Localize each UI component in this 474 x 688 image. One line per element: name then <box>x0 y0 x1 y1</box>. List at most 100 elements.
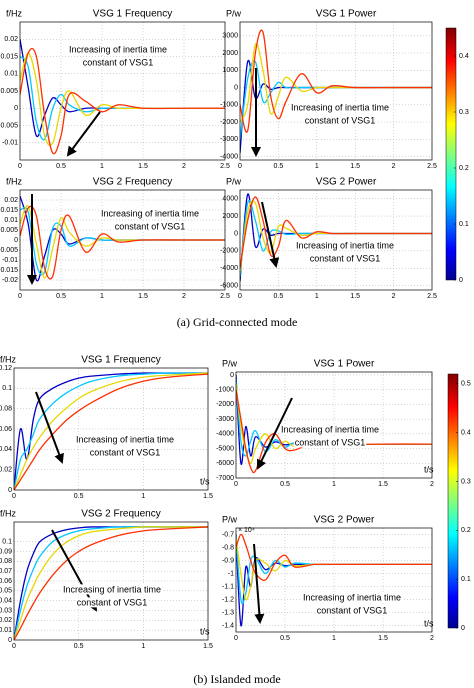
y-tick-label: 2000 <box>222 50 238 57</box>
colorbar <box>445 27 457 281</box>
y-axis-label: f/Hz <box>6 176 23 186</box>
y-tick-label: -3000 <box>220 136 238 143</box>
y-axis-label: P/w <box>226 8 242 18</box>
y-tick-label: -5000 <box>216 445 234 452</box>
y-tick-label: -0.9 <box>222 557 234 564</box>
annotation: constant of VSG1 <box>295 437 366 447</box>
x-tick-label: 2 <box>430 635 434 642</box>
arrow <box>261 201 280 268</box>
annotation: constant of VSG1 <box>310 253 381 263</box>
x-tick-label: 1.5 <box>138 163 148 170</box>
caption: (a) Grid-connected mode <box>177 315 298 329</box>
series-line <box>240 29 432 133</box>
subplot: -0.02 -0.015 -0.01 -0.005 0 0.005 0.01 0.015 0.0… <box>0 176 230 299</box>
y-tick-label: 0.08 <box>0 406 12 413</box>
x-tick-label: 0.5 <box>74 493 84 500</box>
x-tick-label: 0.5 <box>56 293 66 300</box>
colorbar-tick-label: 0.2 <box>461 527 471 534</box>
series-line <box>14 372 208 490</box>
annotation: Increasing of inertia time <box>76 434 174 444</box>
arrow <box>66 111 101 157</box>
annotation-bg <box>294 240 396 251</box>
series-line <box>20 205 225 280</box>
x-tick-label: 1.5 <box>350 163 360 170</box>
colorbar-tick-label: 0.1 <box>459 221 469 228</box>
y-tick-label: 0 <box>234 230 238 237</box>
y-tick-label: 0.12 <box>0 365 12 372</box>
y-tick-label: 0.01 <box>0 627 12 634</box>
x-tick-label: 1 <box>332 635 336 642</box>
x-tick-label: 1 <box>141 643 145 650</box>
annotation: Increasing of inertia time <box>281 424 379 434</box>
plot-area <box>14 368 208 490</box>
annotation-bg <box>67 44 169 55</box>
annotation: Increasing of inertia time <box>101 208 199 218</box>
annotation-bg <box>88 447 162 458</box>
x-tick-label: 0.5 <box>280 481 290 488</box>
y-tick-label: 0.02 <box>4 36 18 43</box>
colorbar-tick-label: 0.4 <box>459 53 469 60</box>
y-tick-label: -0.005 <box>0 247 18 254</box>
y-tick-label: 0.1 <box>2 539 12 546</box>
colorbar-tick-label: 0 <box>459 277 463 284</box>
y-tick-label: 0 <box>234 84 238 91</box>
annotation-bg <box>315 605 389 616</box>
y-tick-label: -4000 <box>216 431 234 438</box>
x-tick-label: 1 <box>141 493 145 500</box>
arrow <box>51 529 97 612</box>
y-axis-label: P/w <box>222 514 238 524</box>
y-tick-label: -0.7 <box>222 531 234 538</box>
series-line <box>14 526 208 640</box>
colorbar-tick-label: 0.5 <box>461 381 471 388</box>
x-axis-label: t/s <box>200 626 210 636</box>
subplot: 0 0.01 0.02 0.03 0.04 0.05 0.06 0.07 0.08 0.09 0.1… <box>0 508 213 649</box>
y-tick-label: -6000 <box>220 282 238 289</box>
y-tick-label: -0.8 <box>222 544 234 551</box>
chart-title: VSG 2 Frequency <box>81 509 160 520</box>
y-tick-label: 1000 <box>222 67 238 74</box>
annotation: constant of VSG1 <box>90 447 161 457</box>
colorbar-tick-label: 0.3 <box>461 478 471 485</box>
x-tick-label: 2 <box>182 293 186 300</box>
colorbar-tick-label: 0.4 <box>461 429 471 436</box>
x-tick-label: 2 <box>182 163 186 170</box>
annotation-bg <box>293 437 367 448</box>
annotation-bg <box>303 115 377 126</box>
annotation: Increasing of inertia time <box>63 584 161 594</box>
plot-area <box>14 522 208 640</box>
x-tick-label: 1 <box>315 293 319 300</box>
x-tick-label: 0.5 <box>274 163 284 170</box>
series-line <box>20 47 225 155</box>
chart-title: VSG 1 Frequency <box>93 9 172 20</box>
x-tick-label: 0.5 <box>280 635 290 642</box>
x-tick-label: 2.5 <box>427 293 437 300</box>
arrow <box>253 543 265 624</box>
y-axis-label: P/w <box>226 176 242 186</box>
y-tick-label: 0.02 <box>0 467 12 474</box>
annotation: Increasing of inertia time <box>291 102 389 112</box>
x-tick-label: 0.5 <box>74 643 84 650</box>
y-tick-label: -1.4 <box>222 622 234 629</box>
plot-frame <box>239 21 433 161</box>
plot-frame <box>19 189 226 291</box>
y-tick-label: 0.02 <box>4 197 18 204</box>
y-tick-label: -2000 <box>216 401 234 408</box>
y-tick-label: 0.005 <box>0 88 18 95</box>
colorbar-tick-label: 0 <box>461 625 465 632</box>
x-tick-label: 0 <box>238 293 242 300</box>
y-tick-label: -1000 <box>220 102 238 109</box>
colorbar-tick-label: 0.1 <box>461 576 471 583</box>
annotation: constant of VSG1 <box>115 221 186 231</box>
series-line <box>14 373 208 490</box>
annotation: Increasing of inertia time <box>69 44 167 54</box>
x-tick-label: 1 <box>100 293 104 300</box>
y-tick-label: 0.015 <box>0 53 18 60</box>
plot-frame <box>19 21 226 161</box>
annotation: Increasing of inertia time <box>296 240 394 250</box>
series-line <box>236 533 432 581</box>
x-tick-label: 1 <box>315 163 319 170</box>
y-tick-label: 3000 <box>222 33 238 40</box>
annotation-bg <box>61 584 163 595</box>
y-tick-label: 0 <box>230 372 234 379</box>
annotation: constant of VSG1 <box>77 597 148 607</box>
